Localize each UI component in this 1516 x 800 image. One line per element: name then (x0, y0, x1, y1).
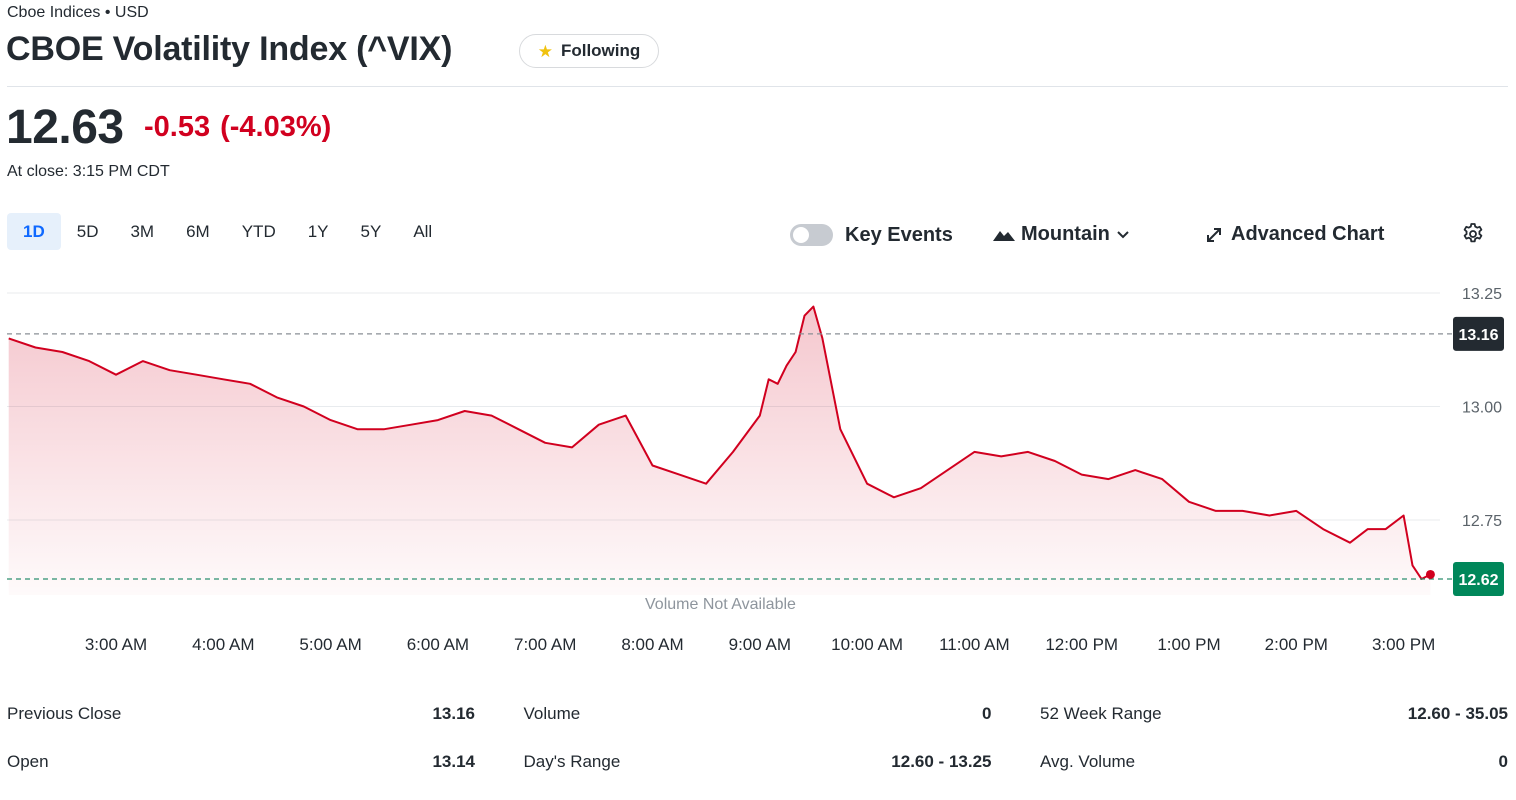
stat-row: Open 13.14 (7, 752, 475, 800)
x-tick-label: 10:00 AM (831, 635, 903, 654)
currency: USD (114, 4, 149, 21)
range-tab-3m[interactable]: 3M (130, 221, 155, 241)
chart-type-dropdown[interactable]: Mountain (993, 223, 1130, 246)
last-price-tag (1453, 562, 1504, 597)
exchange-name: Cboe Indices (7, 4, 101, 21)
quote-statistics: Previous Close 13.16 Open 13.14 Volume 0… (7, 704, 1508, 800)
price-area (8, 306, 1431, 595)
mountain-icon (993, 230, 1015, 241)
following-button[interactable]: ★ Following (519, 34, 659, 68)
stat-row: Avg. Volume 0 (1040, 752, 1508, 800)
stat-row: Previous Close 13.16 (7, 704, 475, 752)
x-tick-label: 5:00 AM (299, 635, 361, 654)
price-line (8, 305, 1431, 580)
stat-value: 13.16 (432, 704, 475, 723)
toggle-icon (793, 227, 809, 243)
stat-row: 52 Week Range 12.60 - 35.05 (1040, 704, 1508, 752)
stat-value: 13.14 (432, 752, 475, 771)
stat-value: 12.60 - 35.05 (1407, 704, 1508, 723)
expand-icon (1207, 227, 1221, 242)
page-title: CBOE Volatility Index (^VIX) (6, 30, 453, 68)
gear-icon (1463, 223, 1483, 243)
stats-column: Volume 0 Day's Range 12.60 - 13.25 (524, 704, 992, 800)
range-tab-1d[interactable]: 1D (7, 213, 61, 250)
volume-note: Volume Not Available (645, 596, 796, 613)
stats-column: Previous Close 13.16 Open 13.14 (7, 704, 475, 800)
x-tick-label: 4:00 AM (192, 635, 254, 654)
key-events-toggle[interactable] (790, 224, 833, 246)
x-tick-label: 9:00 AM (729, 635, 791, 654)
x-tick-label: 11:00 AM (939, 635, 1010, 654)
x-tick-label: 6:00 AM (407, 635, 469, 654)
stat-value: 0 (982, 704, 992, 723)
stat-label: Day's Range (523, 752, 621, 771)
price-change: -0.53 (-4.03%) (144, 111, 331, 144)
y-tick-label: 12.75 (1462, 513, 1502, 530)
separator-dot: • (104, 4, 111, 21)
x-tick-label: 1:00 PM (1157, 635, 1220, 654)
previous-close-tag (1453, 316, 1504, 351)
range-tab-all[interactable]: All (413, 221, 433, 241)
change-percent: (-4.03%) (220, 111, 332, 143)
previous-close-tag-label: 13.16 (1458, 327, 1498, 344)
last-price-marker (1425, 569, 1435, 579)
x-tick-label: 3:00 PM (1372, 635, 1435, 654)
advanced-chart-button[interactable]: Advanced Chart (1205, 223, 1384, 246)
stat-row: Day's Range 12.60 - 13.25 (524, 752, 992, 800)
star-icon: ★ (537, 41, 553, 61)
stat-value: 12.60 - 13.25 (891, 752, 992, 771)
chart-type-label: Mountain (1021, 223, 1110, 245)
last-price-tag-label: 12.62 (1458, 572, 1498, 589)
price-chart[interactable]: 13.25 13.00 12.75 3:00 AM 4:00 AM 5:00 AM 6:00… (0, 270, 1516, 665)
following-label: Following (560, 41, 641, 60)
range-tab-6m[interactable]: 6M (186, 221, 210, 241)
y-tick-label: 13.00 (1462, 400, 1502, 417)
stat-value: 0 (1498, 752, 1508, 771)
chevron-down-icon (1117, 230, 1129, 238)
stat-label: 52 Week Range (1040, 704, 1162, 723)
market-status: At close: 3:15 PM CDT (7, 163, 170, 180)
range-tab-ytd[interactable]: YTD (241, 221, 276, 241)
x-tick-label: 7:00 AM (514, 635, 576, 654)
x-tick-label: 12:00 PM (1045, 635, 1118, 654)
y-tick-label: 13.25 (1462, 286, 1502, 303)
x-tick-label: 8:00 AM (621, 635, 683, 654)
range-tab-5y[interactable]: 5Y (360, 221, 382, 241)
header-divider (7, 86, 1508, 87)
settings-button[interactable] (1461, 222, 1485, 251)
range-tab-1y[interactable]: 1Y (307, 221, 329, 241)
change-value: -0.53 (144, 111, 211, 143)
key-events-label: Key Events (845, 224, 953, 246)
x-tick-label: 2:00 PM (1265, 635, 1328, 654)
stat-row: Volume 0 (524, 704, 992, 752)
range-tab-5d[interactable]: 5D (76, 221, 99, 241)
stat-label: Previous Close (7, 704, 122, 723)
stat-label: Open (7, 752, 49, 771)
current-price: 12.63 (6, 101, 124, 154)
stat-label: Avg. Volume (1040, 752, 1136, 771)
stat-label: Volume (523, 704, 581, 723)
stats-column: 52 Week Range 12.60 - 35.05 Avg. Volume … (1040, 704, 1508, 800)
x-tick-label: 3:00 AM (85, 635, 147, 654)
range-tabs: 1D 5D 3M 6M YTD 1Y 5Y All (7, 213, 448, 250)
exchange-line: Cboe Indices • USD (7, 4, 149, 22)
advanced-chart-label: Advanced Chart (1231, 223, 1385, 245)
